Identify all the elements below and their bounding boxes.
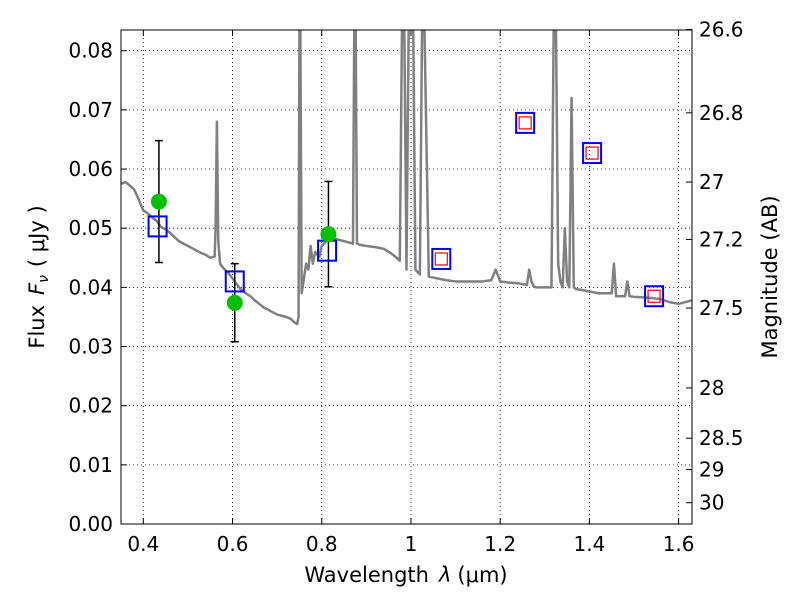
model-spectrum-line bbox=[121, 30, 692, 326]
model-flux-square bbox=[147, 215, 168, 238]
grid bbox=[121, 30, 692, 525]
observed-flux-point bbox=[226, 294, 243, 311]
axes-frame bbox=[120, 29, 693, 525]
x-tick-label: 1.2 bbox=[484, 532, 516, 556]
y-axis-title: Flux Fν ( μJy ) bbox=[25, 205, 52, 348]
y2-tick-label: 28.5 bbox=[699, 426, 744, 450]
x-tick-label: 0.4 bbox=[127, 532, 159, 556]
x-tick-label: 1 bbox=[405, 532, 418, 556]
y2-tick-label: 29 bbox=[699, 458, 724, 482]
observed-flux-red-square bbox=[434, 252, 448, 266]
y-tick-label: 0.05 bbox=[68, 216, 113, 240]
model-flux-square bbox=[515, 111, 536, 134]
y-axis-label: Flux bbox=[25, 305, 49, 349]
y-tick-label: 0.02 bbox=[68, 394, 113, 418]
observed-flux-red-square bbox=[647, 289, 661, 303]
y2-tick-label: 27.2 bbox=[699, 227, 744, 251]
y-tick-label: 0.03 bbox=[68, 335, 113, 359]
model-flux-square bbox=[582, 142, 603, 165]
y-axis-unit: ( μJy ) bbox=[25, 205, 49, 267]
observed-flux-point bbox=[150, 193, 167, 210]
observed-flux-point bbox=[320, 226, 337, 243]
x-tick-label: 0.6 bbox=[217, 532, 249, 556]
y2-tick-label: 27.5 bbox=[699, 296, 744, 320]
y-tick-label: 0.00 bbox=[68, 512, 113, 536]
y2-tick-label: 30 bbox=[699, 491, 724, 515]
y-axis-symbol: F bbox=[25, 282, 49, 295]
x-tick-label: 1.6 bbox=[663, 532, 695, 556]
y-tick-label: 0.01 bbox=[68, 453, 113, 477]
y2-tick-label: 26.6 bbox=[699, 17, 744, 41]
model-flux-square bbox=[644, 285, 665, 308]
y-tick-label: 0.06 bbox=[68, 157, 113, 181]
plot-area bbox=[121, 30, 692, 343]
x-axis-title: Wavelength λ (μm) bbox=[304, 563, 507, 587]
x-axis-label: Wavelength bbox=[304, 563, 429, 587]
model-flux-square bbox=[431, 247, 452, 270]
y-axis-symbol-sub: ν bbox=[36, 275, 52, 283]
y-tick-label: 0.08 bbox=[68, 39, 113, 63]
observed-flux-red-square bbox=[585, 146, 599, 160]
ticks: 0.4 0.6 0.8 1 1.2 1.4 1.6 0.00 0.01 0.02 0.03 0.04 0… bbox=[68, 17, 743, 556]
y-tick-label: 0.04 bbox=[68, 275, 113, 299]
x-axis-symbol: λ bbox=[438, 563, 451, 587]
x-axis-unit: (μm) bbox=[457, 563, 507, 587]
x-tick-label: 1.4 bbox=[573, 532, 605, 556]
y2-tick-label: 27 bbox=[699, 170, 724, 194]
y2-axis-title: Magnitude (AB) bbox=[758, 195, 782, 358]
observed-flux-red-square bbox=[518, 116, 532, 130]
x-tick-label: 0.8 bbox=[306, 532, 338, 556]
y-tick-label: 0.07 bbox=[68, 98, 113, 122]
y2-tick-label: 28 bbox=[699, 376, 724, 400]
y2-tick-label: 26.8 bbox=[699, 101, 744, 125]
model-flux-square bbox=[224, 270, 245, 293]
